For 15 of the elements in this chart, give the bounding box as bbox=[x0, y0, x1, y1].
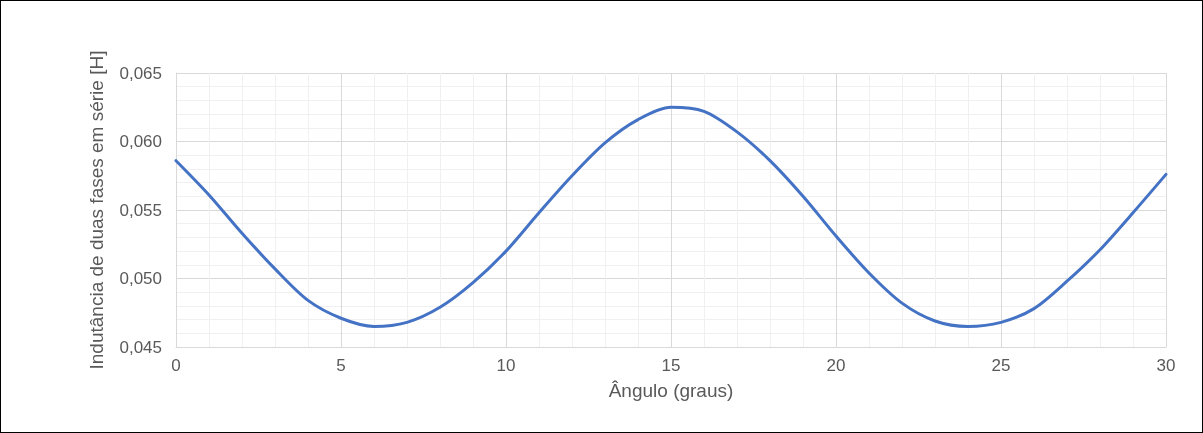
x-tick-label: 0 bbox=[171, 356, 181, 375]
x-tick-label: 30 bbox=[1156, 356, 1176, 375]
x-tick-label: 5 bbox=[336, 356, 346, 375]
y-tick-label: 0,065 bbox=[119, 63, 162, 83]
x-tick-label: 20 bbox=[826, 356, 846, 375]
line-series bbox=[174, 105, 1168, 328]
y-tick-label: 0,055 bbox=[119, 200, 162, 220]
y-tick-label: 0,050 bbox=[119, 269, 162, 288]
x-tick-label: 15 bbox=[661, 356, 681, 375]
y-tick-label: 0,060 bbox=[119, 132, 162, 151]
x-tick-label: 25 bbox=[991, 356, 1011, 375]
y-tick-label: 0,045 bbox=[119, 337, 162, 357]
x-tick-label: 10 bbox=[496, 356, 516, 375]
x-axis-title: Ângulo (graus) bbox=[608, 380, 734, 402]
y-axis-title: Indutância de duas fases em série [H] bbox=[86, 50, 108, 370]
